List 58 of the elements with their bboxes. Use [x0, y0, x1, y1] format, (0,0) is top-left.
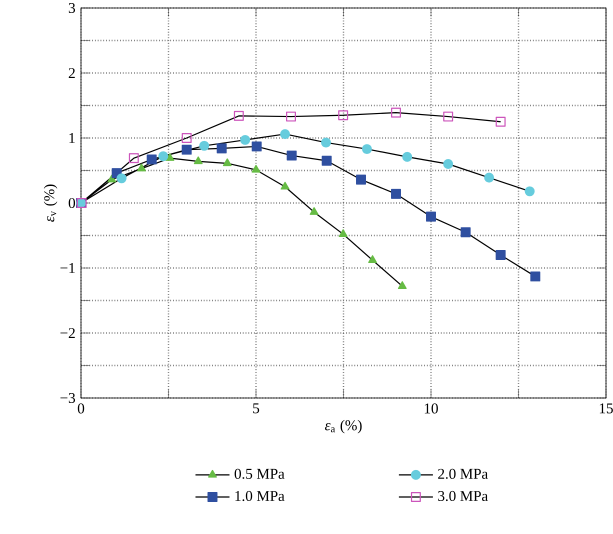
point [398, 281, 407, 289]
x-tick-label: 10 [424, 403, 438, 414]
point [286, 112, 296, 122]
y-tick-label: −1 [60, 263, 75, 273]
point [252, 164, 260, 173]
x-tick-label: 15 [600, 403, 613, 414]
y-axis-title: ε$_{v}$ (%) [44, 184, 58, 222]
point [368, 255, 377, 263]
point [222, 158, 232, 166]
point [166, 153, 174, 161]
legend-label: 1.0 MPa [235, 490, 285, 502]
point [496, 116, 506, 127]
point [443, 159, 454, 169]
point [322, 156, 332, 166]
point [338, 110, 348, 120]
x-tick-label: 5 [253, 403, 260, 414]
point [286, 150, 297, 161]
point [530, 271, 540, 282]
legend-label: 3.0 MPa [438, 490, 488, 502]
x-axis-title: ε$_{a}$ (%) [324, 420, 362, 434]
y-tick-label: 3 [68, 2, 76, 14]
point [310, 207, 318, 215]
point [496, 250, 506, 260]
point [128, 153, 139, 164]
point [321, 138, 331, 148]
x-tick-label: 0 [78, 403, 84, 414]
point [362, 144, 372, 154]
point [234, 110, 244, 121]
y-tick-label: 0 [68, 198, 76, 208]
point [280, 129, 290, 140]
point [216, 143, 227, 154]
point [338, 229, 348, 237]
point [146, 154, 157, 164]
point [524, 186, 535, 196]
point [391, 188, 401, 199]
y-tick-label: −3 [60, 393, 76, 404]
y-tick-label: −2 [60, 328, 75, 338]
point [443, 112, 454, 122]
point [391, 108, 401, 118]
point [460, 227, 471, 238]
legend-label: 2.0 MPa [438, 468, 488, 479]
y-tick-label: 1 [69, 133, 75, 143]
point [240, 134, 250, 145]
y-tick-label: 2 [68, 68, 75, 78]
point [194, 156, 203, 164]
point [182, 144, 192, 155]
point [199, 140, 210, 151]
point [356, 174, 366, 185]
point [158, 151, 168, 162]
point [182, 133, 192, 143]
legend-label: 0.5 MPa [234, 468, 285, 479]
point [402, 152, 412, 162]
point [252, 141, 262, 152]
point [137, 164, 146, 172]
point [280, 182, 290, 190]
point [426, 212, 436, 222]
point [116, 173, 127, 184]
point [484, 172, 494, 183]
